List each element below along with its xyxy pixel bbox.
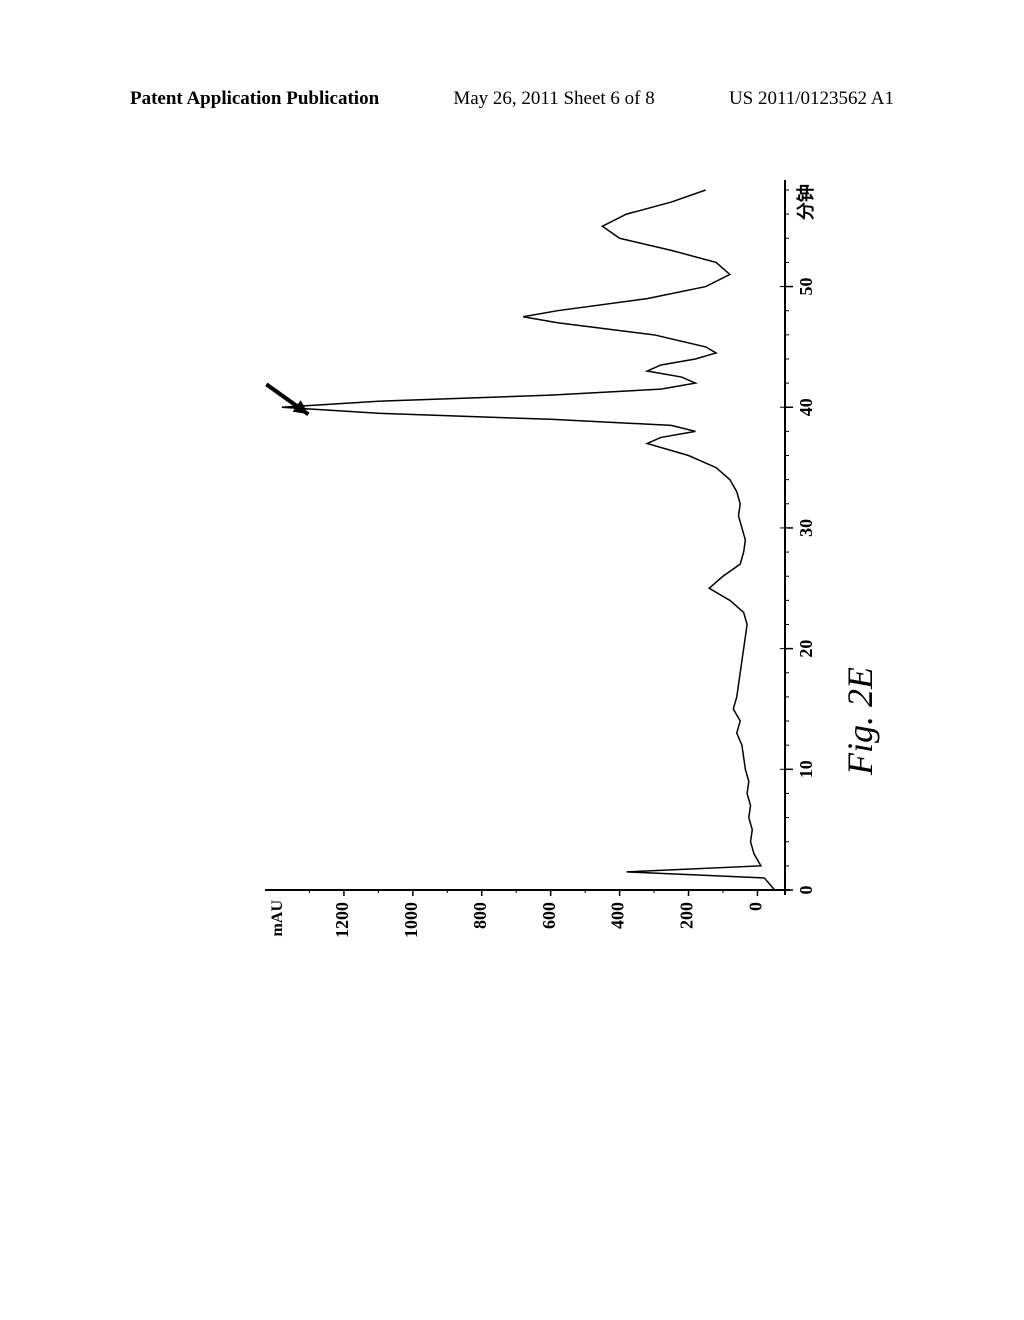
- svg-text:400: 400: [608, 902, 628, 929]
- svg-text:200: 200: [677, 902, 697, 929]
- svg-text:800: 800: [470, 902, 490, 929]
- svg-text:0: 0: [746, 902, 766, 911]
- svg-text:0: 0: [796, 886, 816, 895]
- header-publication-number: US 2011/0123562 A1: [729, 88, 894, 110]
- chromatogram-chart: 0 10 20 30 40 50 0 200 400 600 800 1000 1200 mAU 分钟: [185, 150, 845, 950]
- svg-text:20: 20: [796, 640, 816, 658]
- svg-text:600: 600: [539, 902, 559, 929]
- page-header: Patent Application Publication May 26, 2…: [0, 88, 1024, 110]
- svg-text:30: 30: [796, 519, 816, 537]
- svg-text:10: 10: [796, 760, 816, 778]
- header-publication-type: Patent Application Publication: [130, 88, 379, 110]
- svg-text:50: 50: [796, 278, 816, 296]
- svg-text:1200: 1200: [332, 902, 352, 938]
- figure-label: Fig. 2E: [839, 667, 881, 775]
- header-date-sheet: May 26, 2011 Sheet 6 of 8: [453, 88, 654, 110]
- svg-text:40: 40: [796, 398, 816, 416]
- figure-container: 0 10 20 30 40 50 0 200 400 600 800 1000 1200 mAU 分钟: [185, 150, 845, 950]
- svg-text:1000: 1000: [401, 902, 421, 938]
- svg-text:mAU: mAU: [269, 900, 286, 937]
- svg-text:分钟: 分钟: [795, 184, 816, 220]
